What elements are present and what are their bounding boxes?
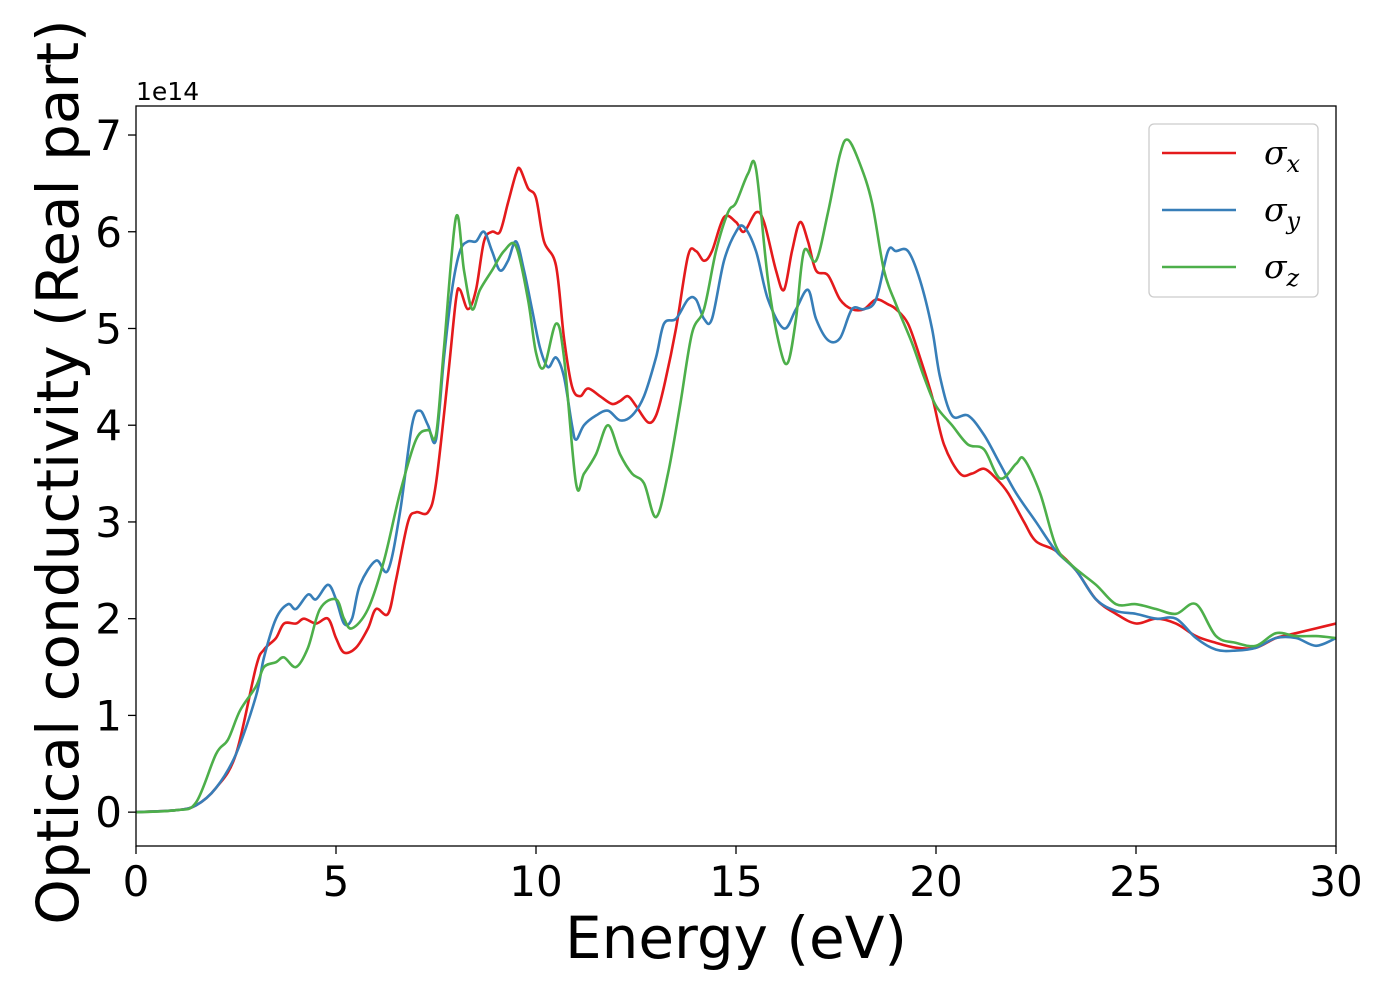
series-layer — [136, 138, 1336, 814]
legend-label-y: σy — [1264, 190, 1301, 235]
series-line-z — [136, 138, 1336, 814]
y-tick-label: 3 — [95, 498, 122, 547]
tick-layer: 0 5 10 15 20 25 30 0 1 2 3 4 5 6 7 — [95, 111, 1362, 906]
x-tick-label: 30 — [1309, 857, 1362, 906]
series-line-x — [136, 166, 1336, 814]
y-tick-label: 6 — [95, 208, 122, 257]
y-axis-offset-label: 1e14 — [136, 77, 199, 106]
y-tick-label: 2 — [95, 595, 122, 644]
x-tick-label: 0 — [123, 857, 150, 906]
x-tick-label: 15 — [709, 857, 762, 906]
legend-label-symbol: σ — [1264, 133, 1288, 172]
x-axis-label: Energy (eV) — [565, 904, 907, 972]
series-line-y — [136, 224, 1336, 814]
x-tick-label: 25 — [1109, 857, 1162, 906]
y-tick-label: 7 — [95, 111, 122, 160]
x-tick-label: 10 — [509, 857, 562, 906]
y-tick-label: 4 — [95, 401, 122, 450]
legend-label-subscript: x — [1287, 150, 1301, 178]
y-axis-label: Optical conductivity (Real part) — [24, 19, 92, 924]
y-tick-label: 5 — [95, 304, 122, 353]
x-tick-label: 5 — [323, 857, 350, 906]
y-tick-label: 0 — [95, 788, 122, 837]
x-tick-label: 20 — [909, 857, 962, 906]
legend-label-symbol: σ — [1264, 190, 1288, 229]
legend-label-subscript: y — [1286, 207, 1301, 235]
legend-label-z: σz — [1264, 247, 1300, 292]
legend-label-x: σx — [1264, 133, 1301, 178]
y-tick-label: 1 — [95, 691, 122, 740]
legend-label-subscript: z — [1286, 264, 1300, 292]
legend-label-symbol: σ — [1264, 247, 1288, 286]
